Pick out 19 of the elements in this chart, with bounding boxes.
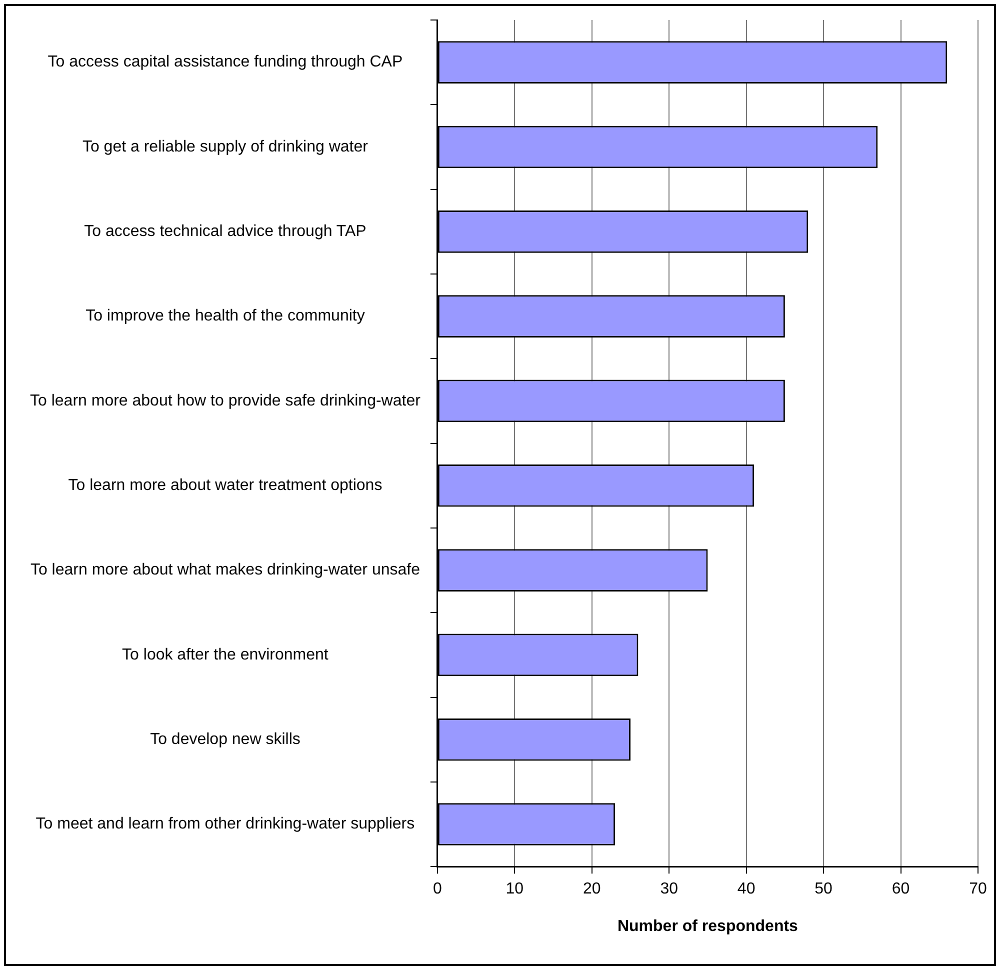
y-tick-label: To learn more about how to provide safe drinking-water xyxy=(30,392,422,410)
x-tick-label: 40 xyxy=(737,880,756,898)
y-tick-label: To access capital assistance funding through CAP xyxy=(48,54,403,71)
y-tick-label: To access technical advice through TAP xyxy=(84,223,366,240)
y-tick-label: To learn more about what makes drinking-water unsafe xyxy=(30,562,420,579)
x-tick-label: 30 xyxy=(660,880,678,898)
y-tick-label: To develop new skills xyxy=(150,731,300,748)
y-tick-label: To learn more about water treatment options xyxy=(68,477,382,494)
x-tick-label: 70 xyxy=(969,880,987,898)
y-tick-label: To meet and learn from other drinking-water suppliers xyxy=(36,816,415,833)
x-tick-label: 50 xyxy=(814,880,833,898)
y-tick-label: To improve the health of the community xyxy=(86,308,365,325)
x-axis-title: Number of respondents xyxy=(617,918,798,935)
x-tick-label: 10 xyxy=(506,880,524,898)
x-tick-label: 60 xyxy=(892,880,910,898)
y-tick-label: To get a reliable supply of drinking water xyxy=(82,138,369,156)
x-tick-label: 0 xyxy=(432,880,442,898)
y-tick-label: To look after the environment xyxy=(122,646,329,664)
x-tick-label: 20 xyxy=(582,880,601,898)
